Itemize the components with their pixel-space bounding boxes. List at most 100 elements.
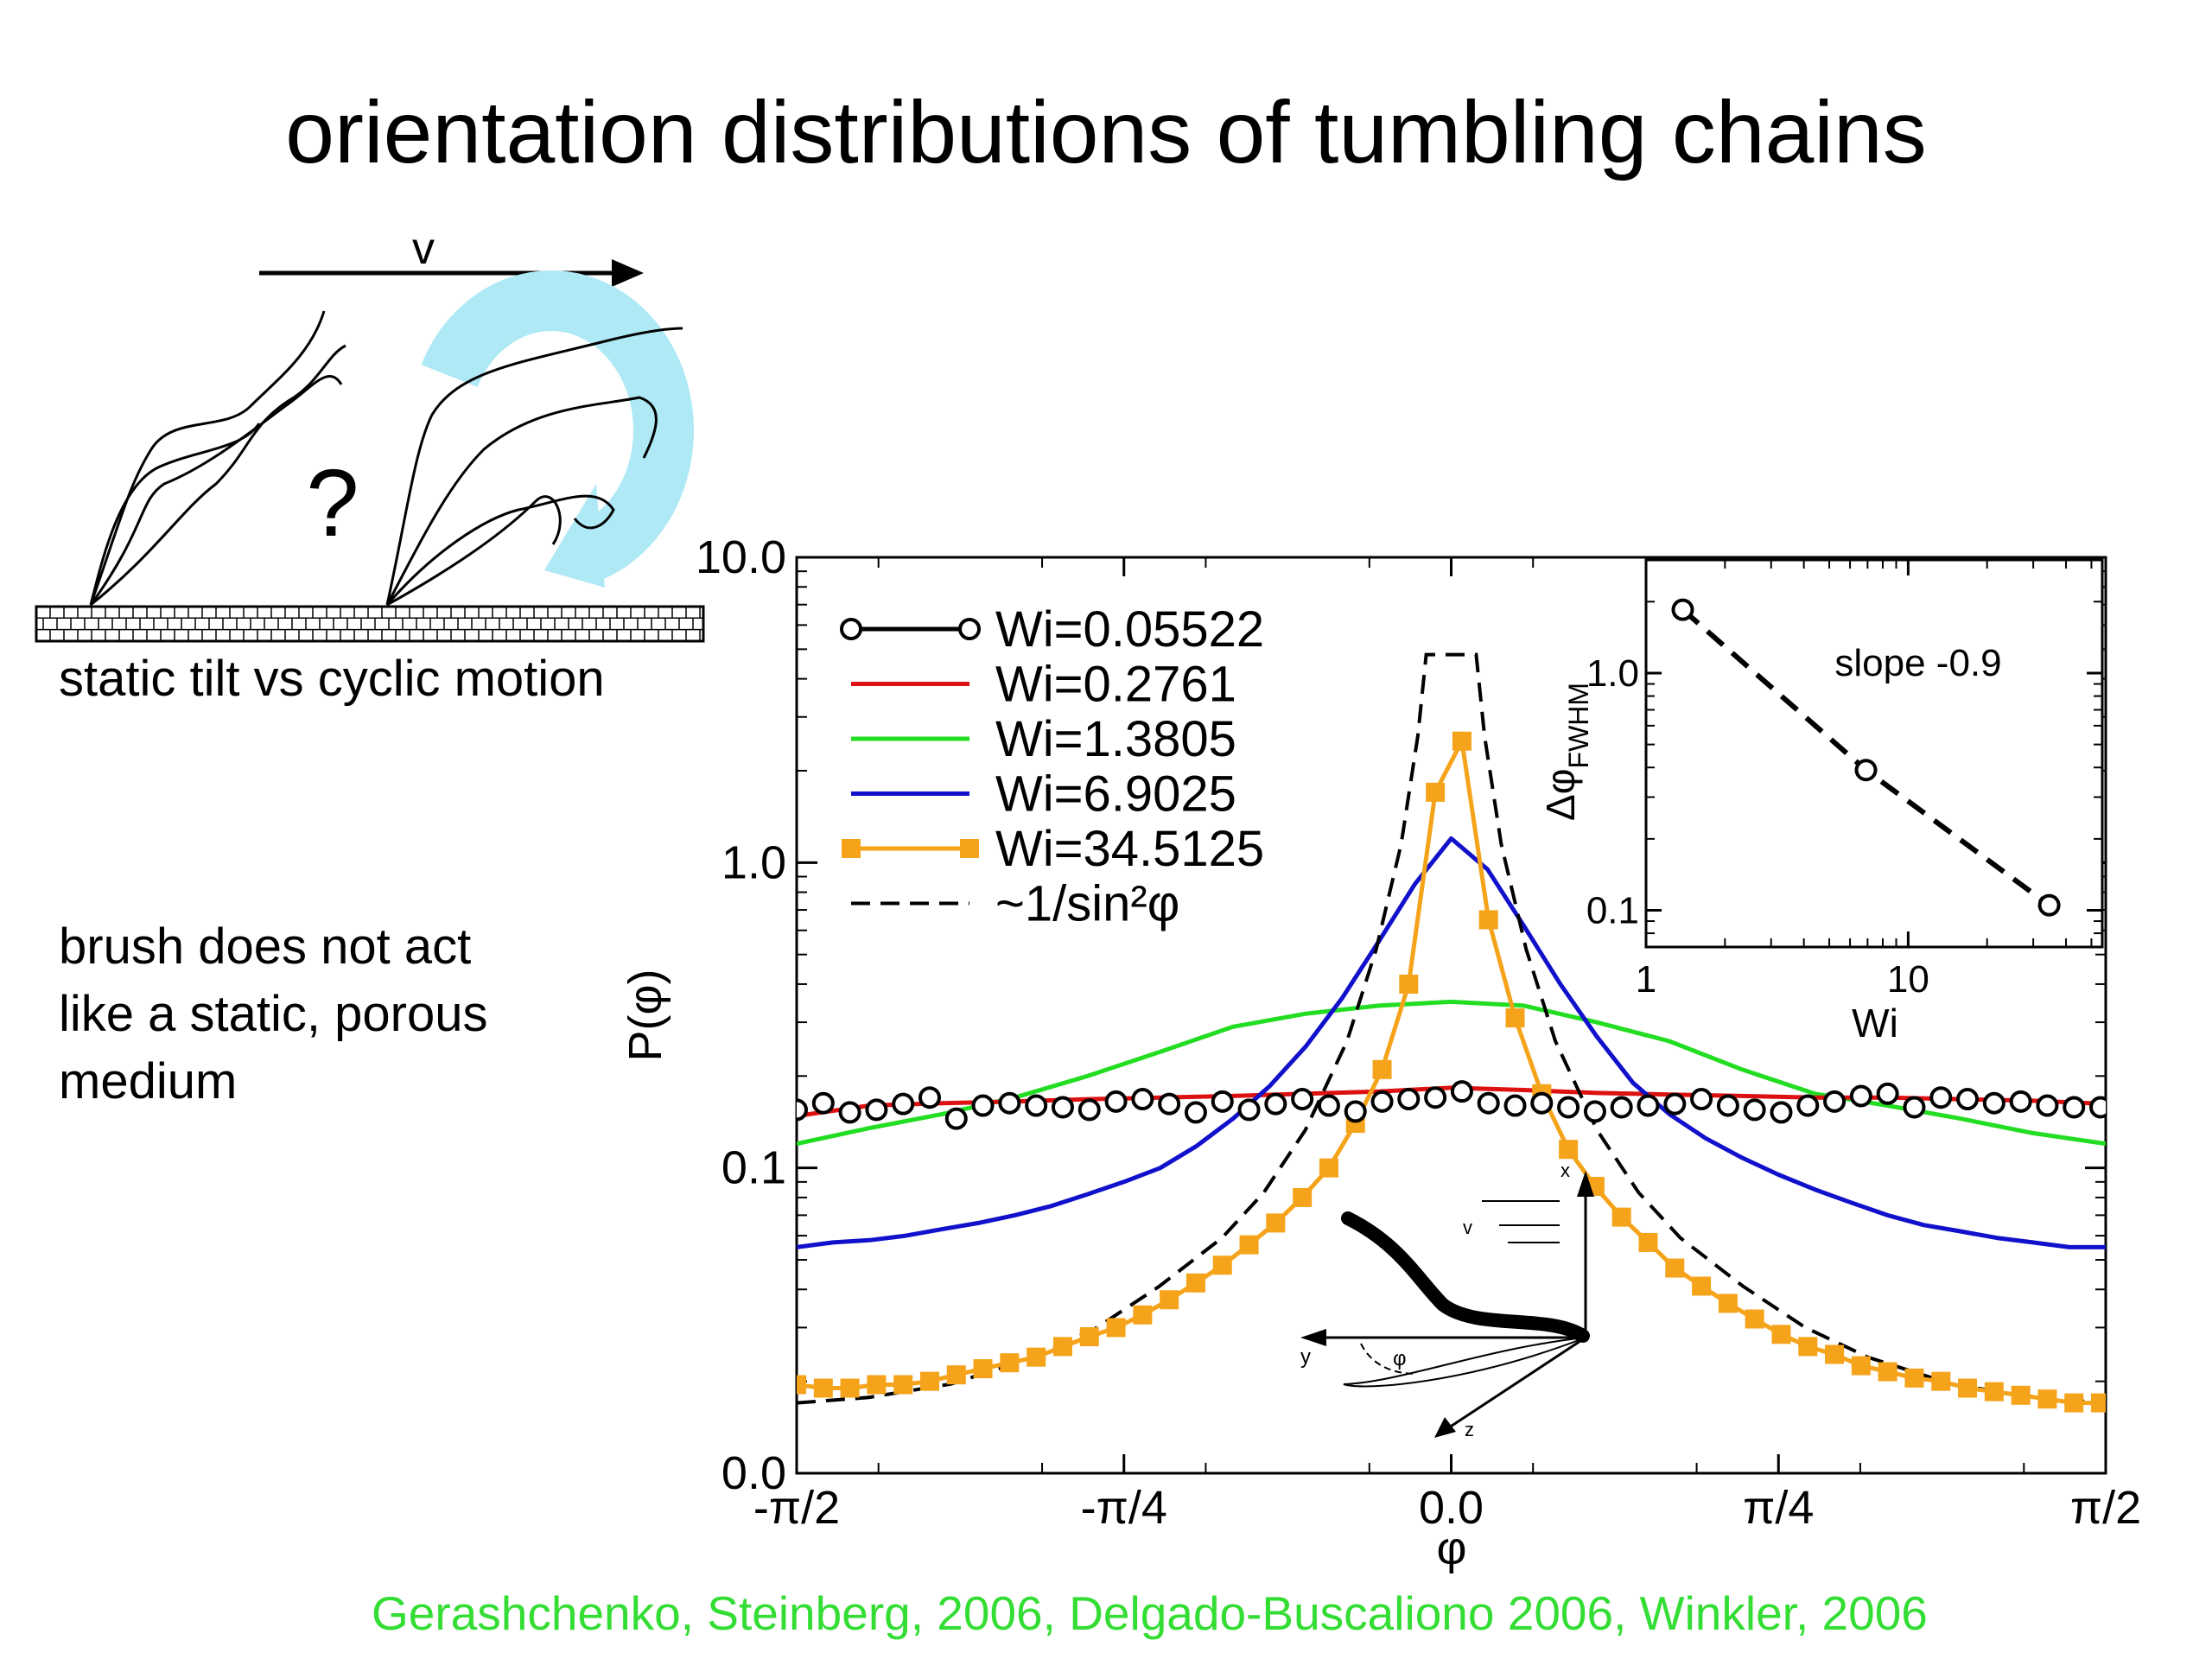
cyclic-chains: [385, 327, 683, 607]
series-0: [797, 1080, 2106, 1130]
data-point-square: [1559, 1140, 1579, 1160]
inset-x-tick-label: 1: [1636, 958, 1656, 1001]
x-tick-label: -π/4: [1081, 1482, 1167, 1534]
data-point-square: [1266, 1213, 1286, 1233]
legend-label: Wi=6.9025: [995, 766, 1236, 823]
question-mark: ?: [306, 450, 359, 556]
data-point-circle: [838, 1101, 861, 1124]
legend-marker: [842, 839, 861, 858]
schematic-x-label: x: [1560, 1160, 1570, 1181]
data-point-square: [1692, 1276, 1712, 1296]
inset-y-label-main: Δφ: [1538, 768, 1583, 821]
note-line-3: medium: [59, 1053, 237, 1109]
data-point-square: [1851, 1356, 1871, 1376]
data-point-square: [1958, 1378, 1978, 1398]
data-point-circle: [1291, 1088, 1314, 1111]
data-point-circle: [918, 1086, 941, 1109]
data-point-circle: [811, 1091, 835, 1115]
data-point-circle: [1397, 1088, 1421, 1111]
inset-annotation: slope -0.9: [1834, 642, 2001, 684]
inset-y-label-subscript: FWHM: [1563, 683, 1594, 769]
data-point-square: [2037, 1389, 2057, 1409]
legend-entry: Wi=0.2761: [851, 657, 1236, 713]
note-line-1: brush does not act: [59, 918, 471, 975]
inset-y-ticks: 0.1 1.0: [1586, 559, 2102, 948]
data-point-circle: [998, 1091, 1021, 1115]
data-point-square: [1878, 1362, 1897, 1382]
x-tick-label: π/2: [2070, 1482, 2141, 1534]
data-point-square: [1745, 1309, 1764, 1329]
legend-entry: Wi=0.05522: [840, 601, 1264, 658]
data-point-square: [1212, 1255, 1232, 1275]
series-dashed-line: [797, 652, 2106, 1405]
data-point-circle: [1663, 1092, 1687, 1116]
data-point-square: [867, 1375, 887, 1395]
legend-entry: Wi=6.9025: [851, 766, 1236, 823]
phi-arc: [1360, 1343, 1418, 1375]
orientation-schematic: x v y φ z: [1300, 1160, 1594, 1440]
inset-series: [1671, 598, 2061, 917]
y-tick-label: 0.0: [721, 1447, 786, 1499]
data-point-circle: [1743, 1098, 1766, 1122]
series-3: [797, 836, 2106, 1249]
velocity-label: v: [412, 224, 435, 274]
inset-data-point: [2037, 893, 2061, 917]
data-point-circle: [944, 1107, 968, 1130]
inset-y-axis-label: ΔφFWHM: [1538, 683, 1594, 821]
data-point-circle: [1025, 1094, 1048, 1117]
main-series: [797, 652, 2106, 1413]
data-point-square: [1771, 1325, 1791, 1344]
data-point-circle: [1158, 1092, 1181, 1116]
legend-label: Wi=0.05522: [995, 601, 1264, 658]
data-point-square: [1505, 1008, 1525, 1028]
data-point-circle: [971, 1094, 995, 1117]
slide-title: orientation distributions of tumbling ch…: [285, 83, 1927, 181]
data-point-circle: [1264, 1092, 1287, 1116]
data-point-square: [1718, 1294, 1738, 1313]
legend-entry: ~1/sin²φ: [851, 876, 1179, 932]
legend-label: Wi=34.5125: [995, 821, 1264, 877]
data-point-circle: [797, 1098, 808, 1122]
x-tick-label: -π/2: [753, 1482, 840, 1534]
data-point-circle: [1530, 1091, 1554, 1115]
data-point-circle: [1823, 1090, 1847, 1113]
data-point-square: [946, 1365, 966, 1385]
data-point-square: [1638, 1232, 1658, 1252]
x-tick-label: π/4: [1743, 1482, 1814, 1534]
cyclic-motion-arrow: [421, 270, 694, 582]
inset-plot-frame: [1644, 558, 2104, 949]
legend-label: Wi=1.3805: [995, 711, 1236, 767]
schematic-z-label: z: [1465, 1419, 1474, 1440]
data-point-square: [1611, 1207, 1631, 1227]
y-tick-label: 10.0: [696, 531, 786, 583]
legend-marker: [960, 839, 979, 858]
data-point-circle: [1557, 1096, 1580, 1119]
data-point-circle: [1237, 1098, 1261, 1122]
series-4: [797, 731, 2106, 1413]
data-point-circle: [1184, 1101, 1207, 1124]
data-point-square: [1904, 1368, 1924, 1388]
data-point-circle: [2089, 1096, 2106, 1119]
data-point-square: [1027, 1347, 1046, 1367]
legend-entry: Wi=1.3805: [851, 711, 1236, 767]
data-point-circle: [1131, 1088, 1154, 1111]
data-point-square: [1239, 1235, 1259, 1255]
data-point-square: [919, 1371, 939, 1391]
main-y-axis-label: P(φ): [620, 969, 671, 1062]
series-line: [797, 999, 2106, 1147]
data-point-square: [1319, 1158, 1338, 1178]
y-tick-label: 0.1: [721, 1142, 786, 1194]
inset-x-axis-label: Wi: [1852, 1001, 1898, 1046]
data-point-circle: [1770, 1101, 1793, 1124]
main-chart: -π/2 -π/4 0.0 π/4 π/2 0.0 0.1 1.0 10.0 φ P(φ) x…: [620, 531, 2141, 1574]
data-point-circle: [1477, 1091, 1500, 1115]
citation: Gerashchenko, Steinberg, 2006, Delgado-B…: [372, 1586, 1928, 1640]
series-2: [797, 999, 2106, 1147]
data-point-circle: [1876, 1082, 1899, 1105]
data-point-square: [1133, 1305, 1153, 1325]
inset-chart: 1 10 0.1 1.0 slope -0.9 Wi ΔφFWHM: [1538, 558, 2104, 1046]
data-point-circle: [1956, 1088, 1980, 1111]
inset-x-tick-label: 10: [1887, 958, 1929, 1001]
data-point-circle: [1344, 1100, 1367, 1123]
